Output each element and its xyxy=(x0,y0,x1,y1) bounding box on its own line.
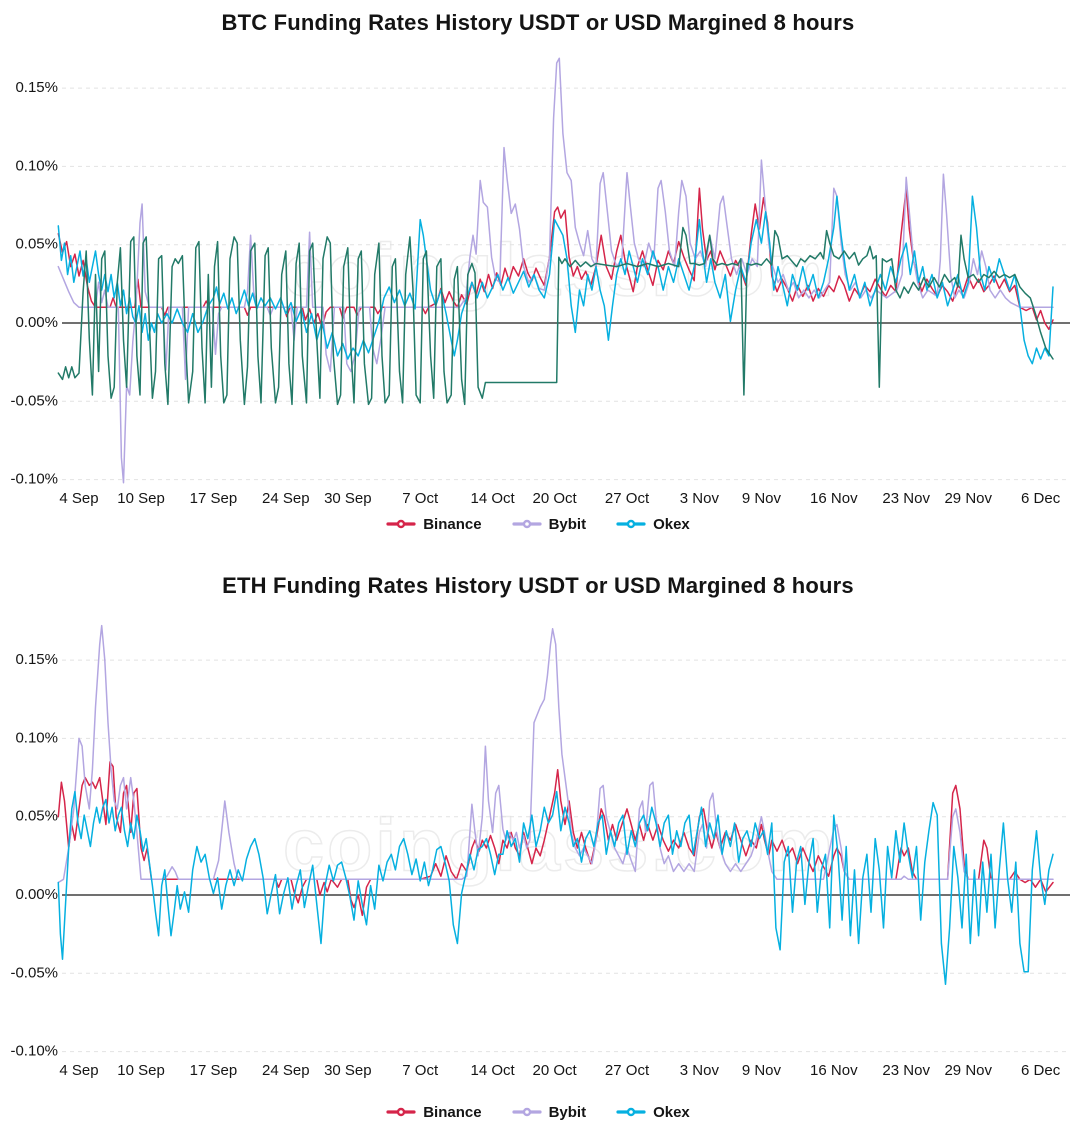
eth-okex-line xyxy=(57,790,1054,986)
x-axis-tick-label: 4 Sep xyxy=(59,490,98,507)
x-axis-tick-label: 6 Dec xyxy=(1021,1062,1061,1079)
x-axis-tick-label: 27 Oct xyxy=(605,1062,650,1079)
legend-line-dot-icon xyxy=(386,519,416,529)
x-axis-tick-label: 30 Sep xyxy=(324,490,372,507)
x-axis-tick-label: 16 Nov xyxy=(810,1062,858,1079)
legend-label: Okex xyxy=(653,515,690,533)
legend-line-dot-icon xyxy=(386,1107,416,1117)
y-axis-tick-label: 0.10% xyxy=(15,729,58,746)
btc-chart-section: BTC Funding Rates History USDT or USD Ma… xyxy=(0,0,1076,536)
y-axis-tick-label: 0.00% xyxy=(15,314,58,331)
y-axis-tick-label: -0.10% xyxy=(10,1043,58,1060)
x-axis-tick-label: 17 Sep xyxy=(190,490,238,507)
y-axis-tick-label: 0.10% xyxy=(15,157,58,174)
x-axis-tick-label: 10 Sep xyxy=(117,490,165,507)
x-axis-tick-label: 24 Sep xyxy=(262,490,310,507)
legend-item-bybit[interactable]: Bybit xyxy=(511,515,587,533)
x-axis-tick-label: 24 Sep xyxy=(262,1062,310,1079)
legend-line-dot-icon xyxy=(616,519,646,529)
y-axis-tick-label: 0.15% xyxy=(15,79,58,96)
legend-item-okex[interactable]: Okex xyxy=(616,516,690,533)
y-axis-tick-label: 0.05% xyxy=(15,236,58,253)
x-axis-tick-label: 3 Nov xyxy=(680,1062,720,1079)
eth-chart-title: ETH Funding Rates History USDT or USD Ma… xyxy=(222,573,854,598)
y-axis-tick-label: -0.05% xyxy=(10,964,58,981)
x-axis-tick-label: 7 Oct xyxy=(402,1062,439,1079)
y-axis-tick-label: -0.10% xyxy=(10,471,58,488)
legend-line-dot-icon xyxy=(616,1107,646,1117)
y-axis-tick-label: 0.00% xyxy=(15,886,58,903)
x-axis-tick-label: 10 Sep xyxy=(117,1062,165,1079)
x-axis-tick-label: 4 Sep xyxy=(59,1062,98,1079)
btc-chart-title: BTC Funding Rates History USDT or USD Ma… xyxy=(221,10,855,35)
x-axis-tick-label: 14 Oct xyxy=(471,490,516,507)
btc-legend: Binance Bybit Okex xyxy=(0,512,1076,536)
x-axis-tick-label: 3 Nov xyxy=(680,490,720,507)
legend-item-binance[interactable]: Binance xyxy=(386,1103,482,1121)
eth-chart-canvas[interactable]: 0.15% 0.10% 0.05% 0.00% -0.05% -0.10%4 Sep 10 … xyxy=(0,608,1076,1086)
btc-bybit-line xyxy=(57,57,1054,484)
x-axis-tick-label: 9 Nov xyxy=(742,490,782,507)
x-axis-tick-label: 29 Nov xyxy=(944,490,992,507)
legend-item-binance[interactable]: Binance xyxy=(386,515,482,533)
x-axis-tick-label: 14 Oct xyxy=(471,1062,516,1079)
eth-bybit-line xyxy=(57,624,1054,884)
x-axis-tick-label: 7 Oct xyxy=(402,490,439,507)
x-axis-tick-label: 29 Nov xyxy=(944,1062,992,1079)
btc-chart-canvas[interactable]: 0.15% 0.10% 0.05% 0.00% -0.05% -0.10%4 Sep 10 … xyxy=(0,48,1076,510)
eth-chart-section: ETH Funding Rates History USDT or USD Ma… xyxy=(0,573,1076,1124)
legend-line-dot-icon xyxy=(511,1107,542,1117)
x-axis-tick-label: 9 Nov xyxy=(742,1062,782,1079)
legend-label: Binance xyxy=(423,1103,482,1121)
btc-unlabeled-line xyxy=(57,226,1054,406)
legend-line-dot-icon xyxy=(511,519,542,529)
y-axis-tick-label: 0.15% xyxy=(15,651,58,668)
btc-plot-area: coinglass.com 0.15% 0.10% 0.05% 0.00% -0.05%… xyxy=(0,48,1076,510)
x-axis-tick-label: 17 Sep xyxy=(190,1062,238,1079)
legend-label: Bybit xyxy=(548,515,587,533)
eth-plot-area: coinglass.com 0.15% 0.10% 0.05% 0.00% -0.05%… xyxy=(0,608,1076,1086)
x-axis-tick-label: 16 Nov xyxy=(810,490,858,507)
x-axis-tick-label: 30 Sep xyxy=(324,1062,372,1079)
x-axis-tick-label: 23 Nov xyxy=(882,490,930,507)
x-axis-tick-label: 23 Nov xyxy=(882,1062,930,1079)
eth-binance-line xyxy=(57,761,1054,917)
y-axis-tick-label: -0.05% xyxy=(10,392,58,409)
legend-item-okex[interactable]: Okex xyxy=(616,1104,690,1121)
legend-item-bybit[interactable]: Bybit xyxy=(511,1103,587,1121)
legend-label: Okex xyxy=(653,1103,690,1121)
x-axis-tick-label: 20 Oct xyxy=(533,490,578,507)
x-axis-tick-label: 27 Oct xyxy=(605,490,650,507)
x-axis-tick-label: 6 Dec xyxy=(1021,490,1061,507)
x-axis-tick-label: 20 Oct xyxy=(533,1062,578,1079)
legend-label: Binance xyxy=(423,515,482,533)
eth-legend: Binance Bybit Okex xyxy=(0,1100,1076,1124)
legend-label: Bybit xyxy=(548,1103,587,1121)
y-axis-tick-label: 0.05% xyxy=(15,808,58,825)
